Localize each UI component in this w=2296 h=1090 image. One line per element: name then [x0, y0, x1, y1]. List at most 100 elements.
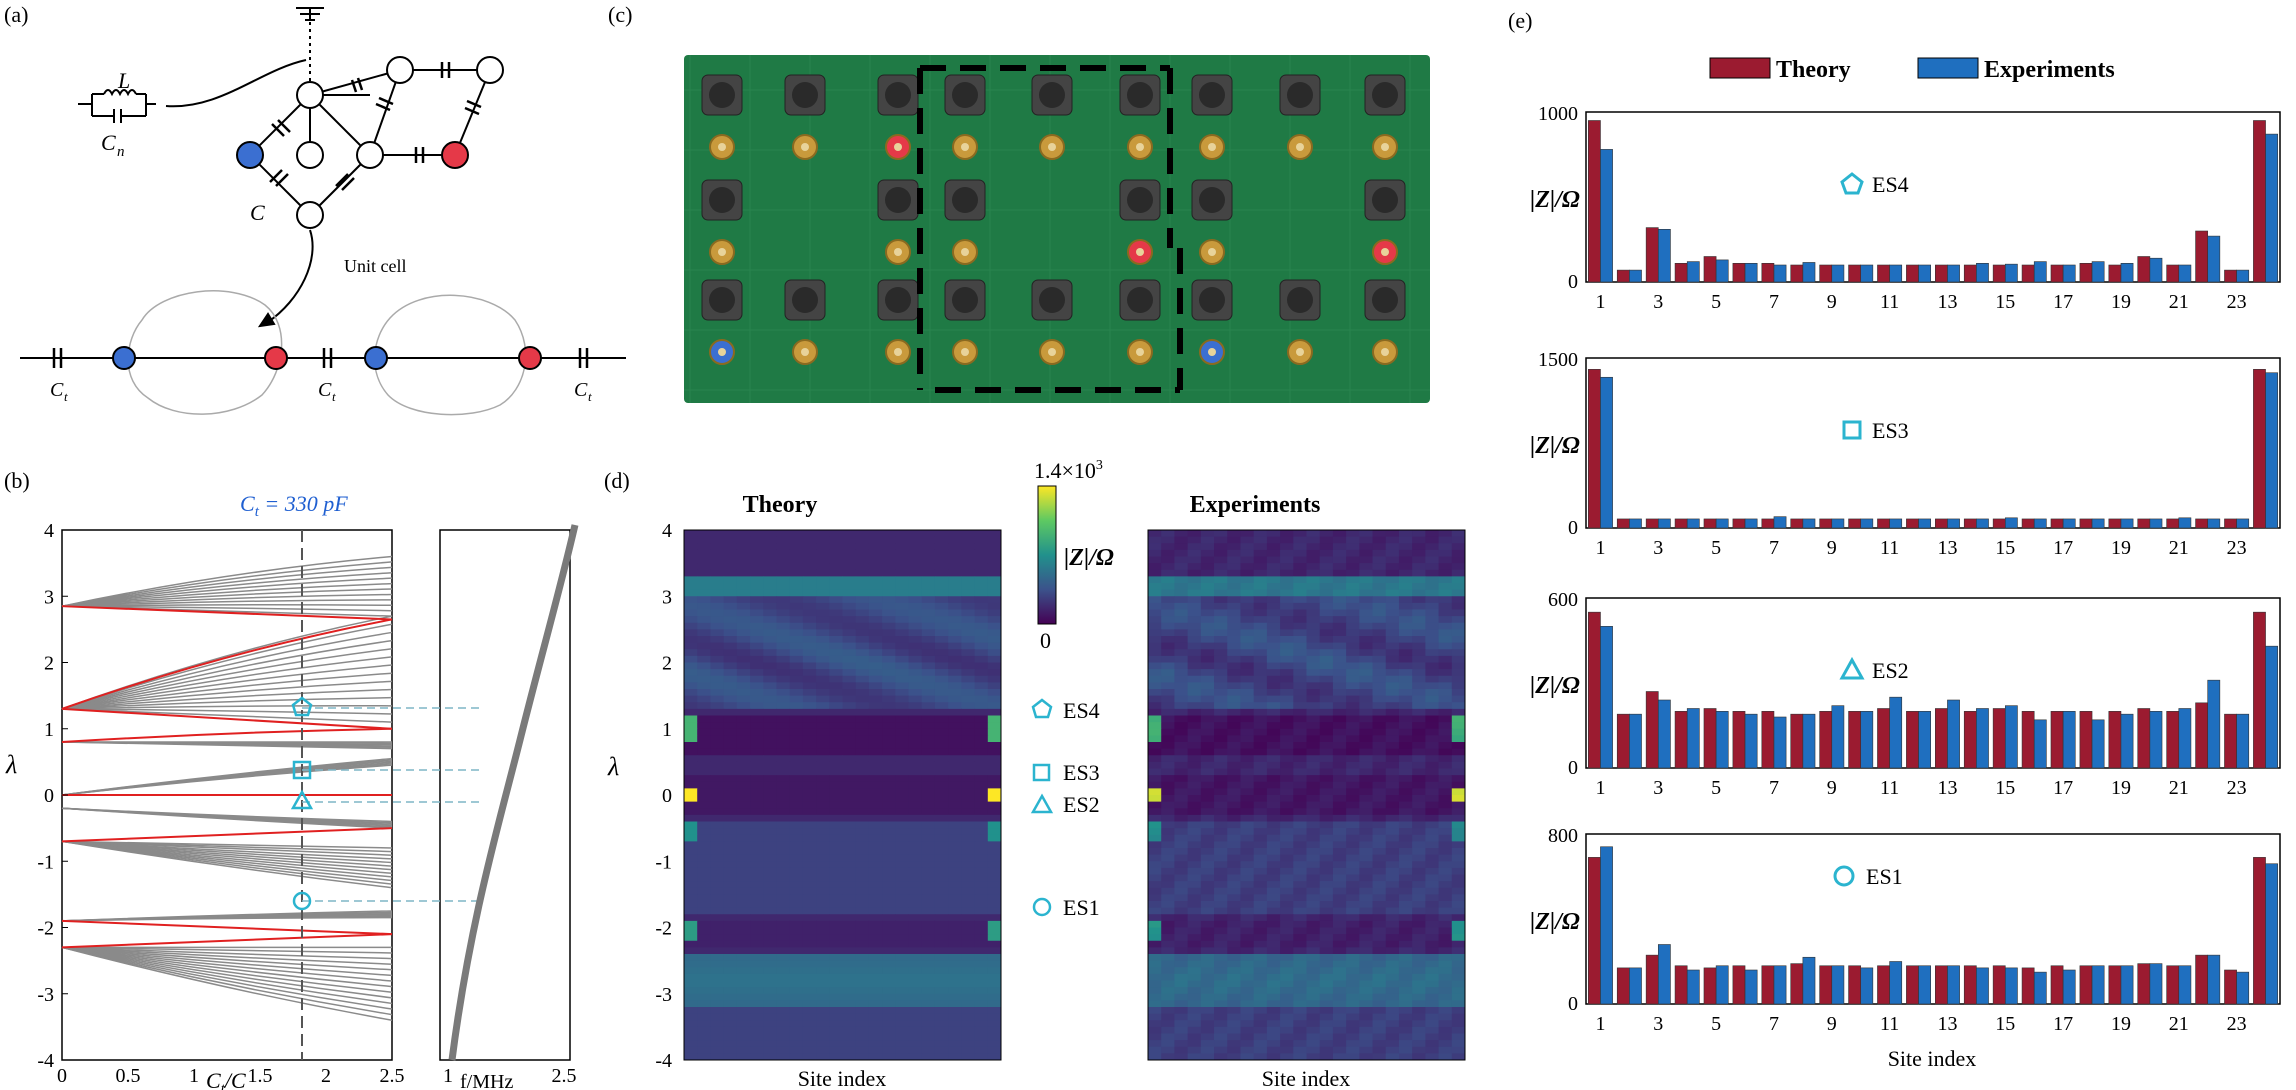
heatmap-cell	[1280, 768, 1294, 776]
heatmap-cell	[776, 576, 791, 584]
heatmap-cell	[1306, 808, 1321, 816]
heatmap-cell	[1425, 563, 1440, 571]
bar-xtick-label: 19	[2111, 777, 2131, 799]
heatmap-cell	[1385, 848, 1400, 856]
heatmap-cell	[1266, 1053, 1281, 1061]
heatmap-cell	[802, 642, 817, 650]
heatmap-cell	[763, 589, 777, 597]
heatmap-cell	[895, 795, 910, 803]
heatmap-cell	[1372, 1046, 1387, 1054]
heatmap-cell	[855, 768, 870, 776]
heatmap-cell	[829, 934, 843, 942]
heatmap-cell	[1385, 801, 1400, 809]
heatmap-cell	[1438, 609, 1453, 617]
band-line	[61, 680, 393, 710]
heatmap-cell	[1319, 854, 1334, 862]
heatmap-cell	[895, 755, 910, 763]
heatmap-cell	[816, 867, 830, 875]
heatmap-cell	[948, 576, 962, 584]
heatmap-cell	[1227, 940, 1241, 948]
heatmap-cell	[763, 874, 777, 882]
heatmap-cell	[882, 530, 896, 538]
heatmap-cell	[987, 642, 1002, 650]
heatmap-cell	[1214, 556, 1228, 564]
heatmap-cell	[1359, 636, 1374, 644]
heatmap-cell	[776, 536, 791, 544]
heatmap-ytick-label: -2	[655, 918, 672, 940]
heatmap-cell	[1412, 629, 1426, 637]
heatmap-cell	[1293, 702, 1307, 710]
heatmap-cell	[1385, 536, 1400, 544]
heatmap-cell	[908, 669, 923, 677]
heatmap-cell	[1412, 781, 1426, 789]
heatmap-cell	[855, 589, 870, 597]
heatmap-cell	[882, 642, 896, 650]
heatmap-cell	[948, 748, 962, 756]
experiments-bar	[1686, 969, 1700, 1005]
heatmap-cell	[868, 867, 883, 875]
heatmap-cell	[723, 781, 738, 789]
heatmap-cell	[1148, 993, 1162, 1001]
heatmap-cell	[895, 655, 910, 663]
heatmap-cell	[974, 735, 989, 743]
heatmap-cell	[1280, 861, 1294, 869]
heatmap-cell	[816, 914, 830, 922]
heatmap-cell	[1214, 907, 1228, 915]
heatmap-cell	[723, 622, 738, 630]
heatmap-cell	[1187, 934, 1202, 942]
experiments-bar	[2004, 705, 2018, 769]
heatmap-cell	[842, 722, 857, 730]
heatmap-cell	[934, 702, 949, 710]
heatmap-cell	[1253, 695, 1268, 703]
heatmap-cell	[684, 675, 698, 683]
heatmap-cell	[1187, 947, 1202, 955]
inductor-core	[885, 82, 911, 108]
heatmap-cell	[1227, 775, 1241, 783]
heatmap-cell	[868, 1013, 883, 1021]
heatmap-cell	[1385, 682, 1400, 690]
heatmap-cell	[1438, 549, 1453, 557]
heatmap-cell	[1253, 655, 1268, 663]
bar-xtick-label: 9	[1827, 777, 1837, 799]
heatmap-cell	[1293, 914, 1307, 922]
heatmap-cell	[948, 715, 962, 723]
heatmap-cell	[842, 940, 857, 948]
heatmap-cell	[723, 795, 738, 803]
heatmap-cell	[736, 589, 751, 597]
heatmap-cell	[1385, 914, 1400, 922]
heatmap-cell	[1359, 609, 1374, 617]
heatmap-cell	[1161, 576, 1175, 584]
heatmap-cell	[1359, 662, 1374, 670]
theory-bar	[1645, 691, 1659, 769]
heatmap-cell	[987, 1026, 1002, 1034]
heatmap-cell	[895, 914, 910, 922]
heatmap-cell	[1385, 642, 1400, 650]
heatmap-cell	[1174, 947, 1189, 955]
heatmap-cell	[908, 549, 923, 557]
heatmap-cell	[908, 662, 923, 670]
heatmap-cell	[1412, 768, 1426, 776]
heatmap-cell	[842, 867, 857, 875]
heatmap-cell	[1332, 1000, 1347, 1008]
heatmap-cell	[763, 993, 777, 1001]
heatmap-cell	[684, 662, 698, 670]
heatmap-cell	[697, 669, 711, 677]
heatmap-cell	[829, 735, 843, 743]
heatmap-cell	[789, 960, 804, 968]
heatmap-cell	[1306, 874, 1321, 882]
heatmap-cell	[1385, 755, 1400, 763]
heatmap-cell	[855, 715, 870, 723]
bar-xtick-label: 3	[1653, 291, 1663, 313]
heatmap-cell	[855, 775, 870, 783]
heatmap-cell	[802, 636, 817, 644]
heatmap-cell	[1425, 583, 1440, 591]
heatmap-cell	[948, 814, 962, 822]
heatmap-cell	[1161, 808, 1175, 816]
heatmap-cell	[1240, 622, 1255, 630]
heatmap-cell	[1332, 828, 1347, 836]
heatmap-cell	[1425, 920, 1440, 928]
heatmap-cell	[1412, 702, 1426, 710]
heatmap-cell	[789, 689, 804, 697]
heatmap-cell	[776, 602, 791, 610]
heatmap-cell	[1385, 1033, 1400, 1041]
